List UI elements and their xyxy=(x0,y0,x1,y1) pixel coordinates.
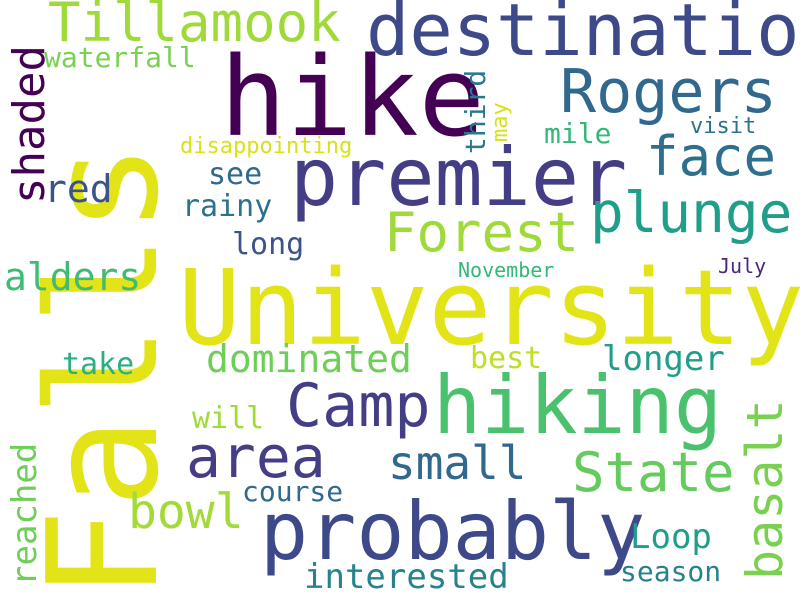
word-camp: Camp xyxy=(286,371,431,441)
word-waterfall: waterfall xyxy=(44,41,196,74)
word-third: third xyxy=(459,69,492,154)
word-face: face xyxy=(646,125,777,188)
word-dominated: dominated xyxy=(206,337,412,381)
word-state: State xyxy=(572,441,735,504)
word-destination: destination xyxy=(366,0,800,72)
word-visit: visit xyxy=(690,114,757,139)
word-hike: hike xyxy=(220,33,485,161)
word-course: course xyxy=(242,475,344,508)
word-university: University xyxy=(178,247,800,369)
word-premier: premier xyxy=(290,131,628,224)
word-will: will xyxy=(192,401,265,436)
word-forest: Forest xyxy=(384,201,580,264)
word-best: best xyxy=(470,341,543,376)
word-longer: longer xyxy=(602,339,725,379)
word-loop: Loop xyxy=(630,517,712,557)
word-rainy: rainy xyxy=(182,189,273,224)
word-disappointing: disappointing xyxy=(180,134,353,159)
word-take: take xyxy=(62,347,135,382)
word-july: July xyxy=(718,254,767,278)
word-alders: alders xyxy=(4,255,142,299)
word-long: long xyxy=(232,227,305,262)
word-interested: interested xyxy=(304,557,509,597)
word-area: area xyxy=(186,423,326,491)
word-bowl: bowl xyxy=(128,484,244,540)
word-mile: mile xyxy=(544,117,612,150)
word-season: season xyxy=(620,555,722,588)
word-plunge: plunge xyxy=(590,181,793,246)
word-november: November xyxy=(458,258,555,282)
word-may: may xyxy=(488,102,513,142)
word-see: see xyxy=(208,157,263,192)
word-hiking: hiking xyxy=(433,359,722,452)
word-small: small xyxy=(388,436,527,490)
word-tillamook: Tillamook xyxy=(48,0,341,54)
word-rogers: Rogers xyxy=(560,57,777,127)
word-probably: probably xyxy=(260,485,646,578)
word-reached: reached xyxy=(5,442,45,586)
word-red: red xyxy=(44,167,113,211)
word-basalt: basalt xyxy=(736,399,794,580)
